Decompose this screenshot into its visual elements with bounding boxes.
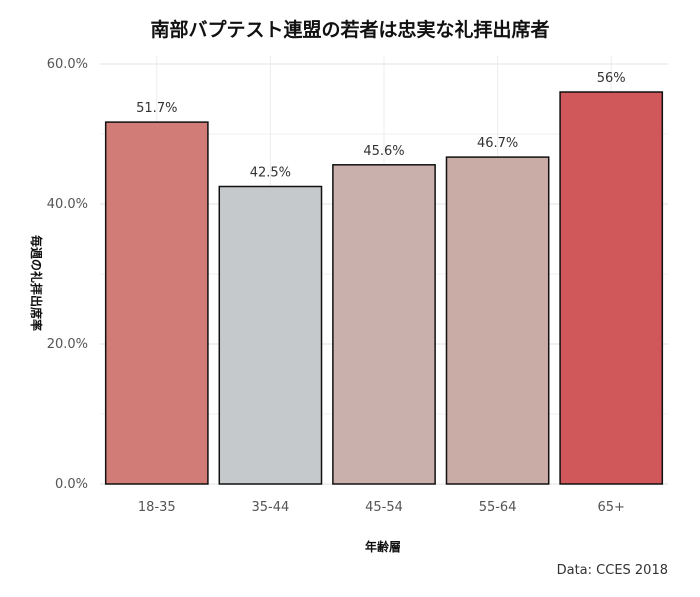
y-tick-label: 40.0% — [47, 197, 88, 212]
data-source-caption: Data: CCES 2018 — [557, 563, 668, 578]
x-axis-title: 年齢層 — [365, 539, 401, 554]
data-label: 42.5% — [250, 166, 291, 181]
x-axis-ticks: 18-35 35-44 45-54 55-64 65+ — [138, 500, 625, 515]
y-tick-label: 20.0% — [47, 337, 88, 352]
bar-35-44 — [218, 185, 323, 485]
chart-title: 南部バプテスト連盟の若者は忠実な礼拝出席者 — [150, 18, 549, 41]
data-label: 51.7% — [136, 101, 177, 116]
data-label: 56% — [597, 71, 626, 86]
x-tick-label: 65+ — [597, 500, 624, 515]
bars — [104, 91, 664, 485]
x-tick-label: 35-44 — [252, 500, 290, 515]
y-axis-ticks: 0.0% 20.0% 40.0% 60.0% — [47, 57, 88, 492]
bar-55-64 — [445, 156, 550, 485]
y-axis-title: 毎週の礼拝出席率 — [29, 235, 44, 331]
data-labels: 51.7% 42.5% 45.6% 46.7% 56% — [136, 71, 626, 181]
bar-18-35 — [104, 121, 209, 485]
data-label: 45.6% — [363, 144, 404, 159]
x-tick-label: 18-35 — [138, 500, 176, 515]
bar-65+ — [559, 91, 664, 485]
bar-45-54 — [332, 164, 436, 485]
x-tick-label: 55-64 — [479, 500, 517, 515]
x-tick-label: 45-54 — [365, 500, 403, 515]
y-tick-label: 0.0% — [55, 477, 88, 492]
y-tick-label: 60.0% — [47, 57, 88, 72]
data-label: 46.7% — [477, 136, 518, 151]
